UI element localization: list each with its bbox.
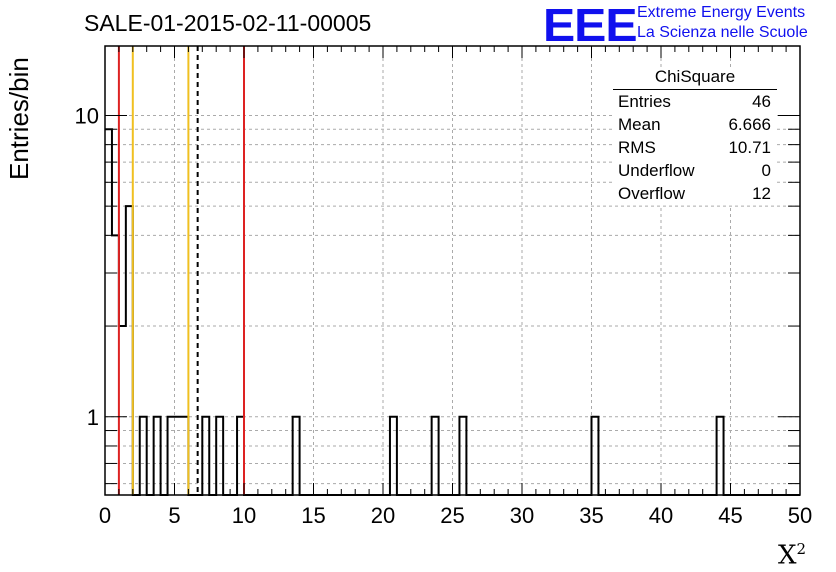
histogram-bin xyxy=(216,417,223,495)
stats-value: 12 xyxy=(752,184,771,203)
x-tick-label: 10 xyxy=(232,503,256,528)
chart-title: SALE-01-2015-02-11-00005 xyxy=(84,10,372,36)
stats-row-mean: Mean 6.666 xyxy=(613,113,777,136)
x-tick-label: 35 xyxy=(579,503,603,528)
histogram-bin xyxy=(140,417,147,495)
histogram-bin xyxy=(717,417,724,495)
x-axis-label: X2 xyxy=(778,540,806,571)
logo-line-2: La Scienza nelle Scuole xyxy=(637,24,808,41)
x-tick-label: 5 xyxy=(168,503,180,528)
y-tick-label: 1 xyxy=(87,405,99,430)
histogram-bin xyxy=(181,417,188,495)
stats-label: Overflow xyxy=(618,184,686,203)
stats-row-overflow: Overflow 12 xyxy=(613,182,777,205)
histogram-bin xyxy=(592,417,599,495)
stats-value: 46 xyxy=(752,92,771,111)
histogram-bin xyxy=(119,326,126,495)
stats-box-title: ChiSquare xyxy=(613,67,777,90)
stats-label: Entries xyxy=(618,92,671,111)
stats-label: Mean xyxy=(618,115,661,134)
histogram-bin xyxy=(126,206,133,495)
histogram-bin xyxy=(237,417,244,495)
histogram-bin xyxy=(105,129,112,495)
x-tick-label: 40 xyxy=(649,503,673,528)
histogram-bin xyxy=(202,417,209,495)
x-tick-label: 45 xyxy=(718,503,742,528)
stats-row-underflow: Underflow 0 xyxy=(613,159,777,182)
x-axis-label-text: X xyxy=(777,540,797,571)
y-tick-label: 10 xyxy=(75,103,99,128)
stats-value: 0 xyxy=(761,161,771,180)
stats-label: RMS xyxy=(618,138,656,157)
histogram-bin xyxy=(175,417,182,495)
x-tick-label: 30 xyxy=(510,503,534,528)
stats-value: 10.71 xyxy=(728,138,771,157)
stats-label: Underflow xyxy=(618,161,695,180)
histogram-bin xyxy=(390,417,397,495)
stats-row-rms: RMS 10.71 xyxy=(613,136,777,159)
stats-value: 6.666 xyxy=(728,115,771,134)
histogram-bin xyxy=(459,417,466,495)
histogram-bin xyxy=(168,417,175,495)
logo-mark: EEE xyxy=(543,0,638,51)
histogram-bin xyxy=(293,417,300,495)
stats-row-entries: Entries 46 xyxy=(613,90,777,113)
histogram-bin xyxy=(432,417,439,495)
x-tick-label: 20 xyxy=(371,503,395,528)
logo-line-1: Extreme Energy Events xyxy=(637,4,806,21)
x-tick-label: 50 xyxy=(788,503,812,528)
x-tick-label: 0 xyxy=(99,503,111,528)
x-axis-label-superscript: 2 xyxy=(796,540,806,558)
stats-box: ChiSquare Entries 46 Mean 6.666 RMS 10.71 U… xyxy=(613,67,777,205)
x-tick-label: 15 xyxy=(301,503,325,528)
x-tick-label: 25 xyxy=(440,503,464,528)
histogram-bin xyxy=(112,235,119,495)
histogram-bin xyxy=(154,417,161,495)
eee-logo: EEE Extreme Energy Events La Scienza nel… xyxy=(543,0,833,51)
